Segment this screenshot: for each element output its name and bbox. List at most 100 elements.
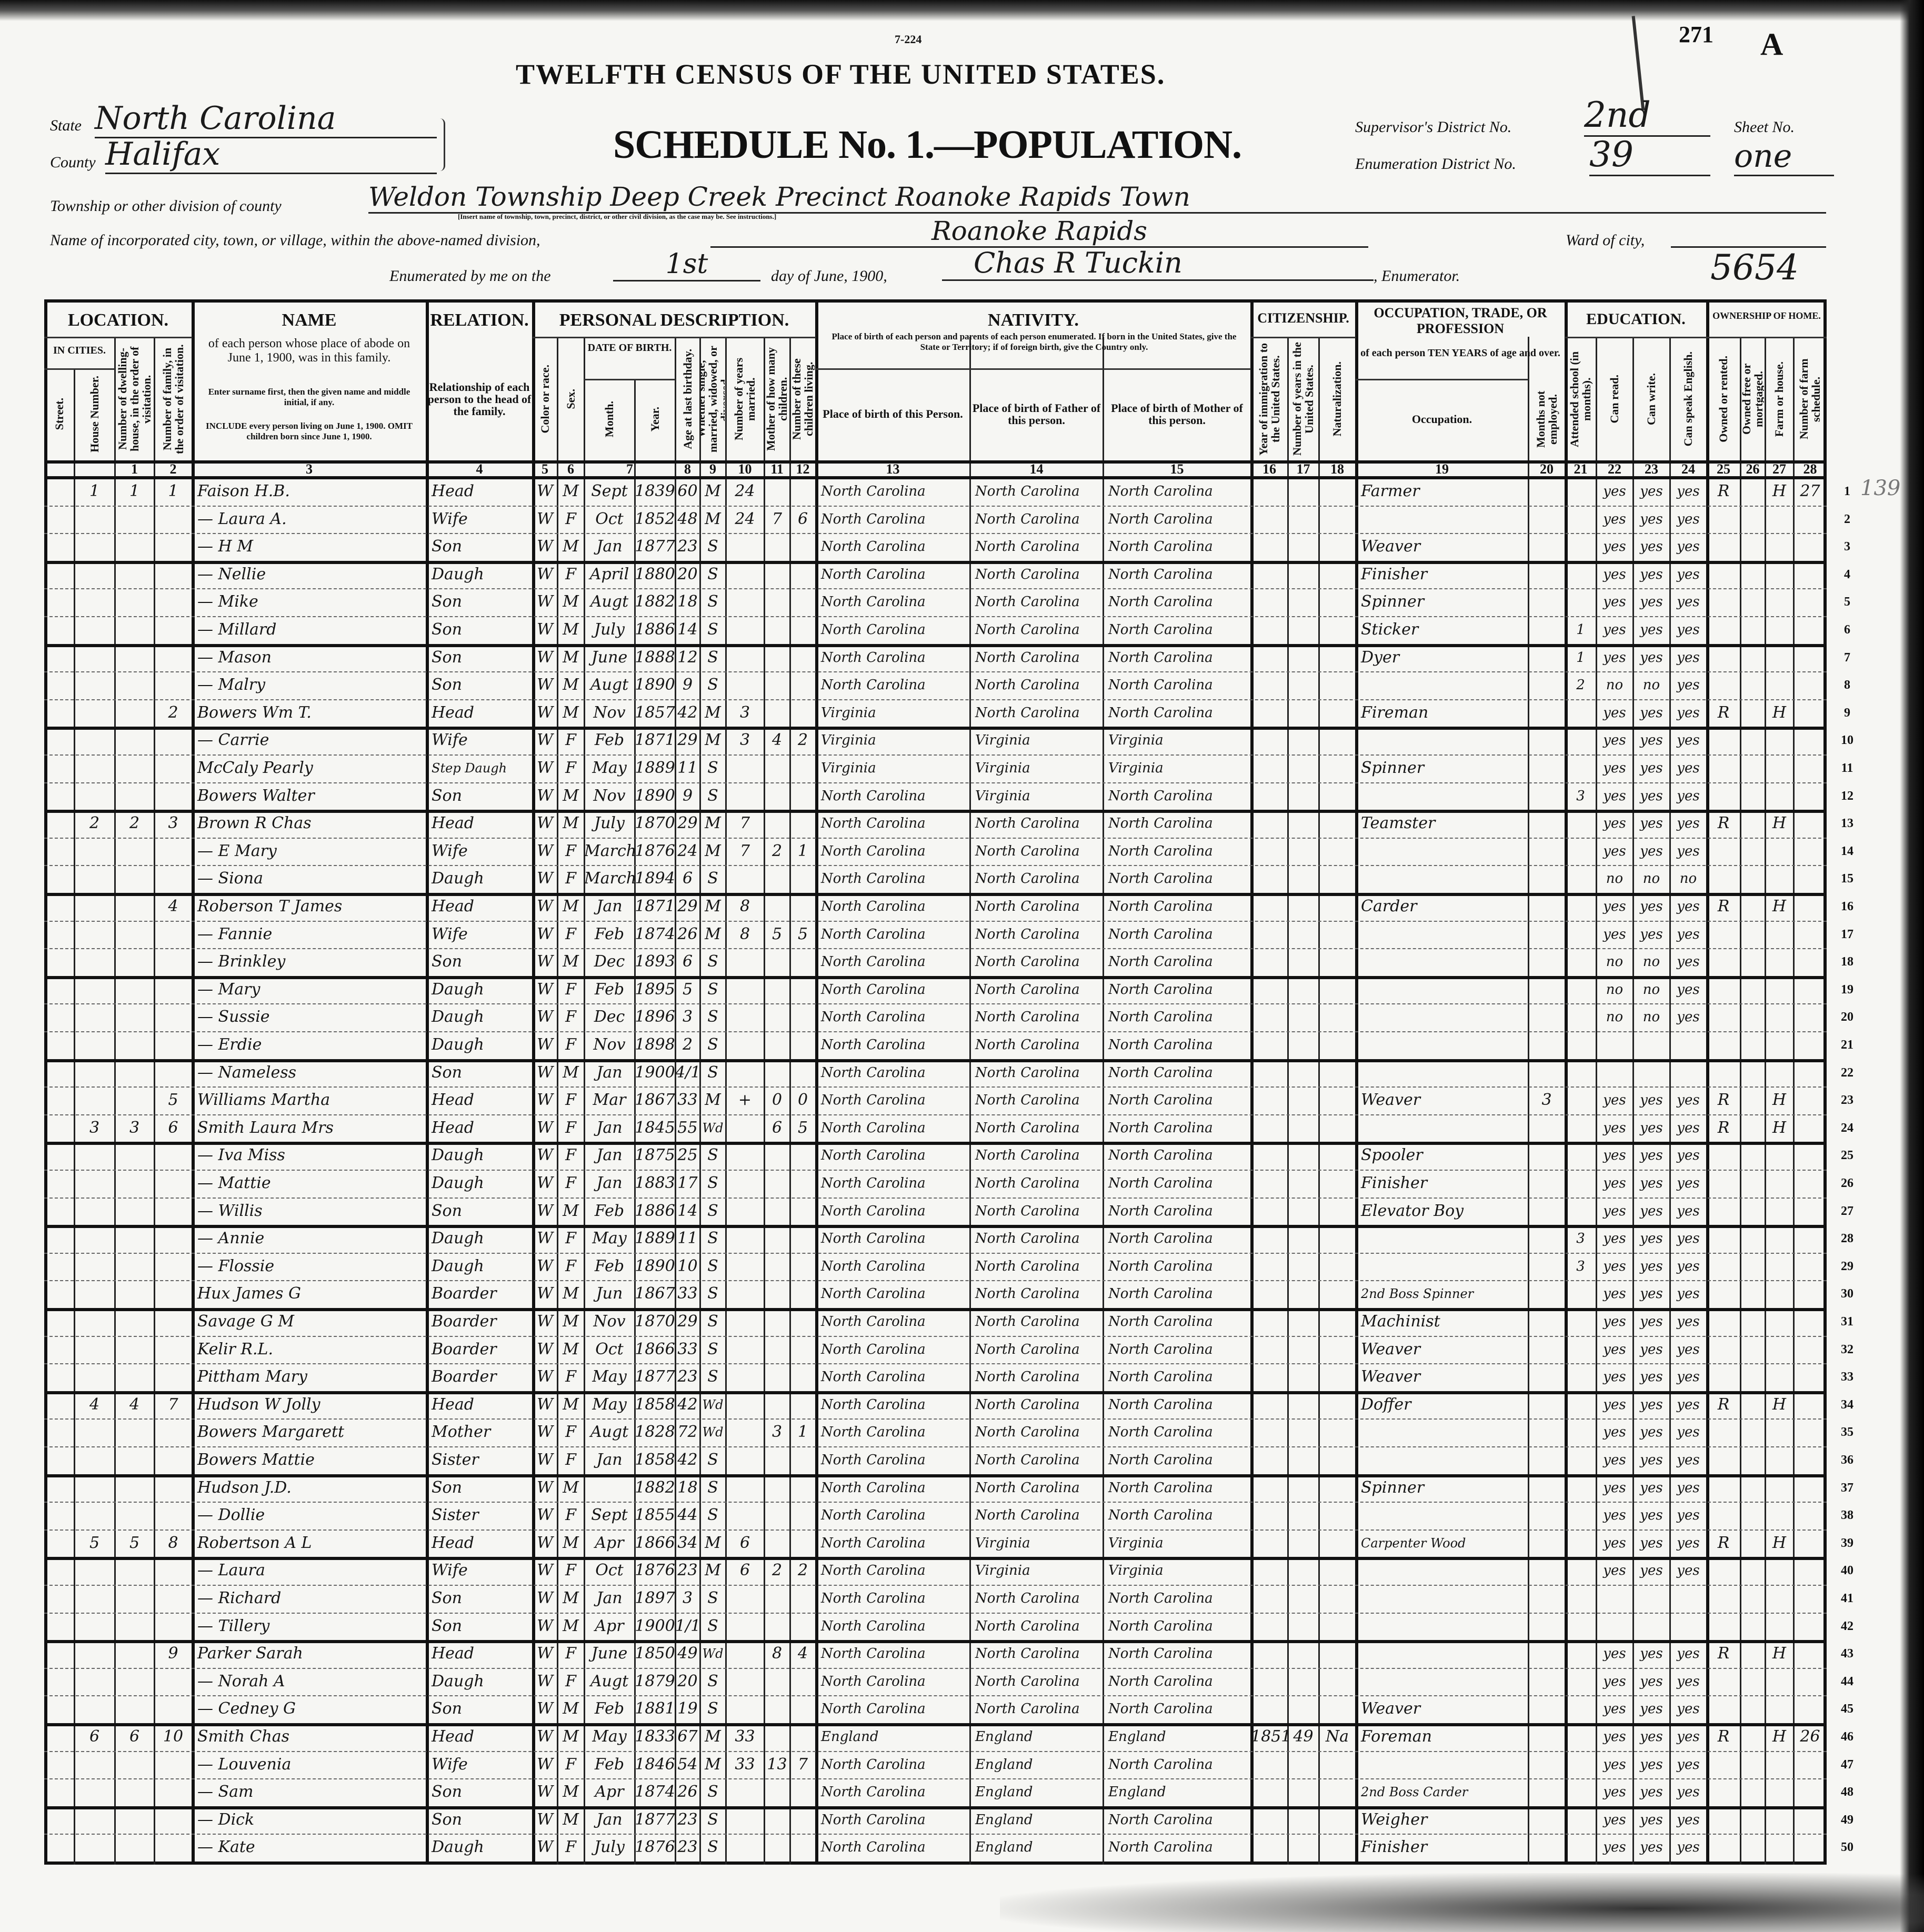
cell-mother-of (764, 1031, 790, 1059)
schedule-title: SCHEDULE No. 1.—POPULATION. (613, 123, 1242, 167)
cell-birth-month: Nov (593, 787, 626, 805)
line-number: 20 (1841, 1010, 1853, 1024)
cell-family-number (154, 1695, 192, 1723)
cell-immigration-year (1251, 1198, 1288, 1225)
cell-mother-birthplace: North Carolina (1108, 484, 1213, 499)
cell-immigration-year (1251, 1585, 1288, 1613)
cell-immigration-year (1251, 1031, 1288, 1059)
cell-farm-schedule (1793, 1695, 1827, 1723)
cell-owned-rented (1707, 948, 1740, 976)
cell-marital-status: S (707, 1367, 718, 1386)
cell-family-number (154, 1198, 192, 1225)
cell-age: 42 (677, 703, 698, 722)
cell-farm-house (1765, 1834, 1793, 1861)
header-rule (44, 476, 1827, 479)
cell-street (44, 838, 74, 866)
cell-birth-month: Dec (594, 1008, 625, 1026)
column-number: 23 (1645, 461, 1658, 477)
cell-name: McCaly Pearly (197, 759, 313, 777)
cell-can-read: yes (1603, 1563, 1626, 1578)
cell-immigration-year (1251, 478, 1288, 506)
cell-mother-of: 7 (771, 510, 783, 528)
cell-naturalization (1319, 1142, 1356, 1170)
township-instruction: [Insert name of township, town, precinct… (458, 213, 777, 220)
cell-age: 18 (677, 592, 698, 611)
cell-children-living: 6 (797, 510, 808, 528)
cell-months-unemployed (1528, 1695, 1565, 1723)
cell-can-speak-english: yes (1677, 567, 1700, 582)
cell-color: W (537, 1783, 553, 1801)
column-divider (557, 337, 558, 1865)
table-row: — Kate Daugh W F July 1876 23 S North Carolina En… (44, 1834, 1827, 1861)
cell-can-speak-english: yes (1677, 1757, 1700, 1773)
column-number: 18 (1330, 461, 1344, 477)
cell-father-birthplace: North Carolina (975, 1314, 1080, 1330)
cell-mother-birthplace: North Carolina (1108, 705, 1213, 721)
cell-farm-house (1765, 948, 1793, 976)
cell-sex: F (565, 1755, 576, 1774)
column-divider (699, 337, 701, 1865)
cell-street (44, 1778, 74, 1806)
cell-years-married (726, 1834, 764, 1861)
cell-street (44, 1170, 74, 1198)
cell-color: W (537, 1506, 553, 1524)
cell-mother-of (764, 561, 790, 589)
cell-street (44, 478, 74, 506)
cell-mother-birthplace: Virginia (1108, 1535, 1164, 1551)
column-divider (969, 337, 971, 1865)
table-row: — Iva Miss Daugh W F Jan 1875 25 S North Carolin… (44, 1142, 1827, 1170)
cell-farm-schedule (1793, 1446, 1827, 1474)
cell-family-number: 1 (168, 482, 178, 500)
cell-can-speak-english (1670, 1059, 1707, 1087)
cell-name: — Sam (197, 1783, 254, 1801)
cell-can-speak-english: yes (1677, 1120, 1700, 1136)
line-number: 41 (1841, 1592, 1853, 1605)
cell-mother-birthplace: North Carolina (1108, 1009, 1213, 1025)
cell-children-living: 5 (797, 1119, 808, 1137)
cell-years-in-us (1288, 1142, 1319, 1170)
cell-color: W (537, 1534, 553, 1552)
cell-birth-month: May (592, 1727, 627, 1746)
cell-sex: F (565, 1257, 576, 1275)
cell-mother-birthplace: North Carolina (1108, 843, 1213, 859)
column-header-house-number: House Number. (75, 371, 114, 457)
cell-father-birthplace: North Carolina (975, 843, 1080, 859)
cell-house-number (74, 727, 115, 754)
cell-name: Bowers Walter (197, 787, 315, 805)
enumeration-district: 39 (1589, 134, 1710, 176)
cell-mother-birthplace: North Carolina (1108, 927, 1213, 942)
cell-occupation: Carpenter Wood (1361, 1536, 1466, 1551)
cell-dwelling-number (115, 1336, 154, 1364)
column-header-marital-status: Whether single, married, widowed, or div… (701, 341, 725, 457)
cell-marital-status: M (705, 510, 721, 528)
cell-naturalization (1319, 1806, 1356, 1834)
cell-can-write: yes (1640, 1646, 1663, 1662)
cell-owned-rented (1707, 1031, 1740, 1059)
table-row: — Sam Son W M Apr 1874 26 S North Carolina Englan… (44, 1778, 1827, 1806)
column-label: Farm or house. (1772, 361, 1786, 437)
cell-color: W (537, 842, 553, 860)
cell-can-read: yes (1603, 1729, 1626, 1745)
cell-house-number (74, 1059, 115, 1087)
column-header-owned-rented: Owned or rented. (1708, 341, 1739, 457)
cell-children-living (790, 1198, 816, 1225)
cell-farm-house: H (1772, 814, 1787, 832)
cell-immigration-year (1251, 1225, 1288, 1253)
cell-attended-school (1565, 1502, 1596, 1530)
cell-birth-month: Augt (590, 592, 629, 611)
line-number: 39 (1841, 1536, 1853, 1550)
cell-naturalization (1319, 921, 1356, 949)
cell-children-living (790, 1446, 816, 1474)
cell-birthplace: North Carolina (821, 1452, 926, 1468)
cell-months-unemployed (1528, 865, 1565, 893)
cell-birthplace: North Carolina (821, 816, 926, 831)
cell-can-read: yes (1603, 1757, 1626, 1773)
cell-birthplace: North Carolina (821, 1203, 926, 1219)
table-row: 2 Bowers Wm T. Head W M Nov 1857 42 M 3 Virginia No… (44, 699, 1827, 727)
column-number: 28 (1803, 461, 1817, 477)
cell-naturalization (1319, 671, 1356, 699)
cell-can-write: yes (1640, 1452, 1663, 1468)
header-rule (44, 368, 115, 370)
cell-immigration-year (1251, 533, 1288, 561)
cell-years-married: 6 (739, 1534, 750, 1552)
